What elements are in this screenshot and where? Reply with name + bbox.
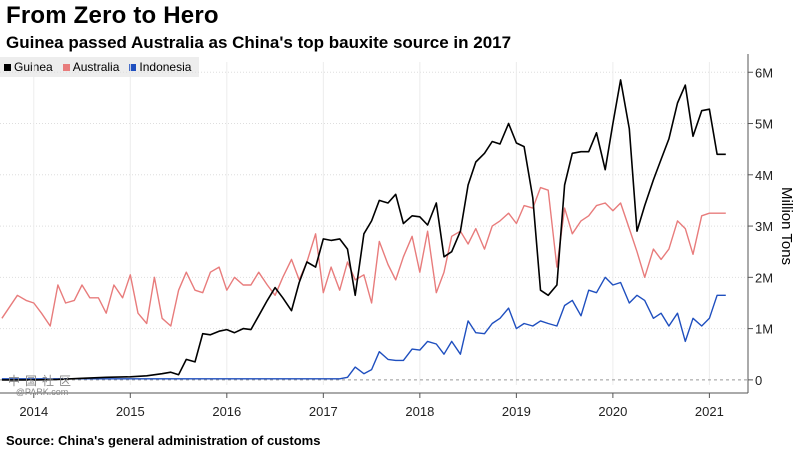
x-tick-label: 2014 bbox=[19, 404, 48, 419]
legend-item-indonesia: Indonesia bbox=[129, 60, 191, 74]
grid bbox=[0, 62, 748, 385]
series-line-guinea bbox=[1, 79, 726, 381]
x-tick-label: 2018 bbox=[405, 404, 434, 419]
x-tick-label: 2021 bbox=[695, 404, 724, 419]
legend-swatch-guinea bbox=[4, 63, 11, 71]
x-tick-label: 2017 bbox=[309, 404, 338, 419]
chart-subtitle: Guinea passed Australia as China's top b… bbox=[6, 33, 512, 52]
series-line-australia bbox=[1, 186, 726, 327]
legend-label-indonesia: Indonesia bbox=[139, 60, 192, 74]
y-tick-label: 6M bbox=[755, 65, 773, 80]
series-lines bbox=[1, 79, 726, 381]
legend-swatch-australia bbox=[62, 63, 70, 71]
y-tick-label: 4M bbox=[755, 168, 773, 183]
watermark-text: @PARK.com bbox=[15, 387, 69, 397]
x-tick-label: 2019 bbox=[502, 404, 531, 419]
y-tick-label: 2M bbox=[755, 270, 773, 285]
source-note: Source: China's general administration o… bbox=[6, 433, 321, 448]
x-tick-label: 2020 bbox=[598, 404, 627, 419]
y-tick-label: 5M bbox=[755, 117, 773, 132]
watermark-logo: 中国社区 @PARK.com bbox=[8, 374, 77, 398]
legend-swatch-indonesia bbox=[129, 63, 137, 71]
watermark-glyphs: 中国社区 bbox=[8, 374, 77, 388]
y-axis-label: Million Tons bbox=[778, 187, 795, 265]
y-tick-label: 3M bbox=[755, 219, 773, 234]
series-line-indonesia bbox=[1, 276, 726, 380]
legend-item-australia: Australia bbox=[62, 60, 120, 74]
y-tick-label: 1M bbox=[755, 322, 773, 337]
x-tick-label: 2015 bbox=[116, 404, 145, 419]
axes: 0 1M 2M 3M 4M 5M 6M 2014 2015 2016 2017 2018 2019 202… bbox=[0, 54, 773, 419]
legend: Guinea Australia Indonesia bbox=[0, 57, 200, 77]
x-tick-label: 2016 bbox=[212, 404, 241, 419]
y-tick-label: 0 bbox=[755, 373, 762, 388]
chart-title: From Zero to Hero bbox=[6, 2, 219, 29]
legend-label-australia: Australia bbox=[72, 60, 120, 74]
